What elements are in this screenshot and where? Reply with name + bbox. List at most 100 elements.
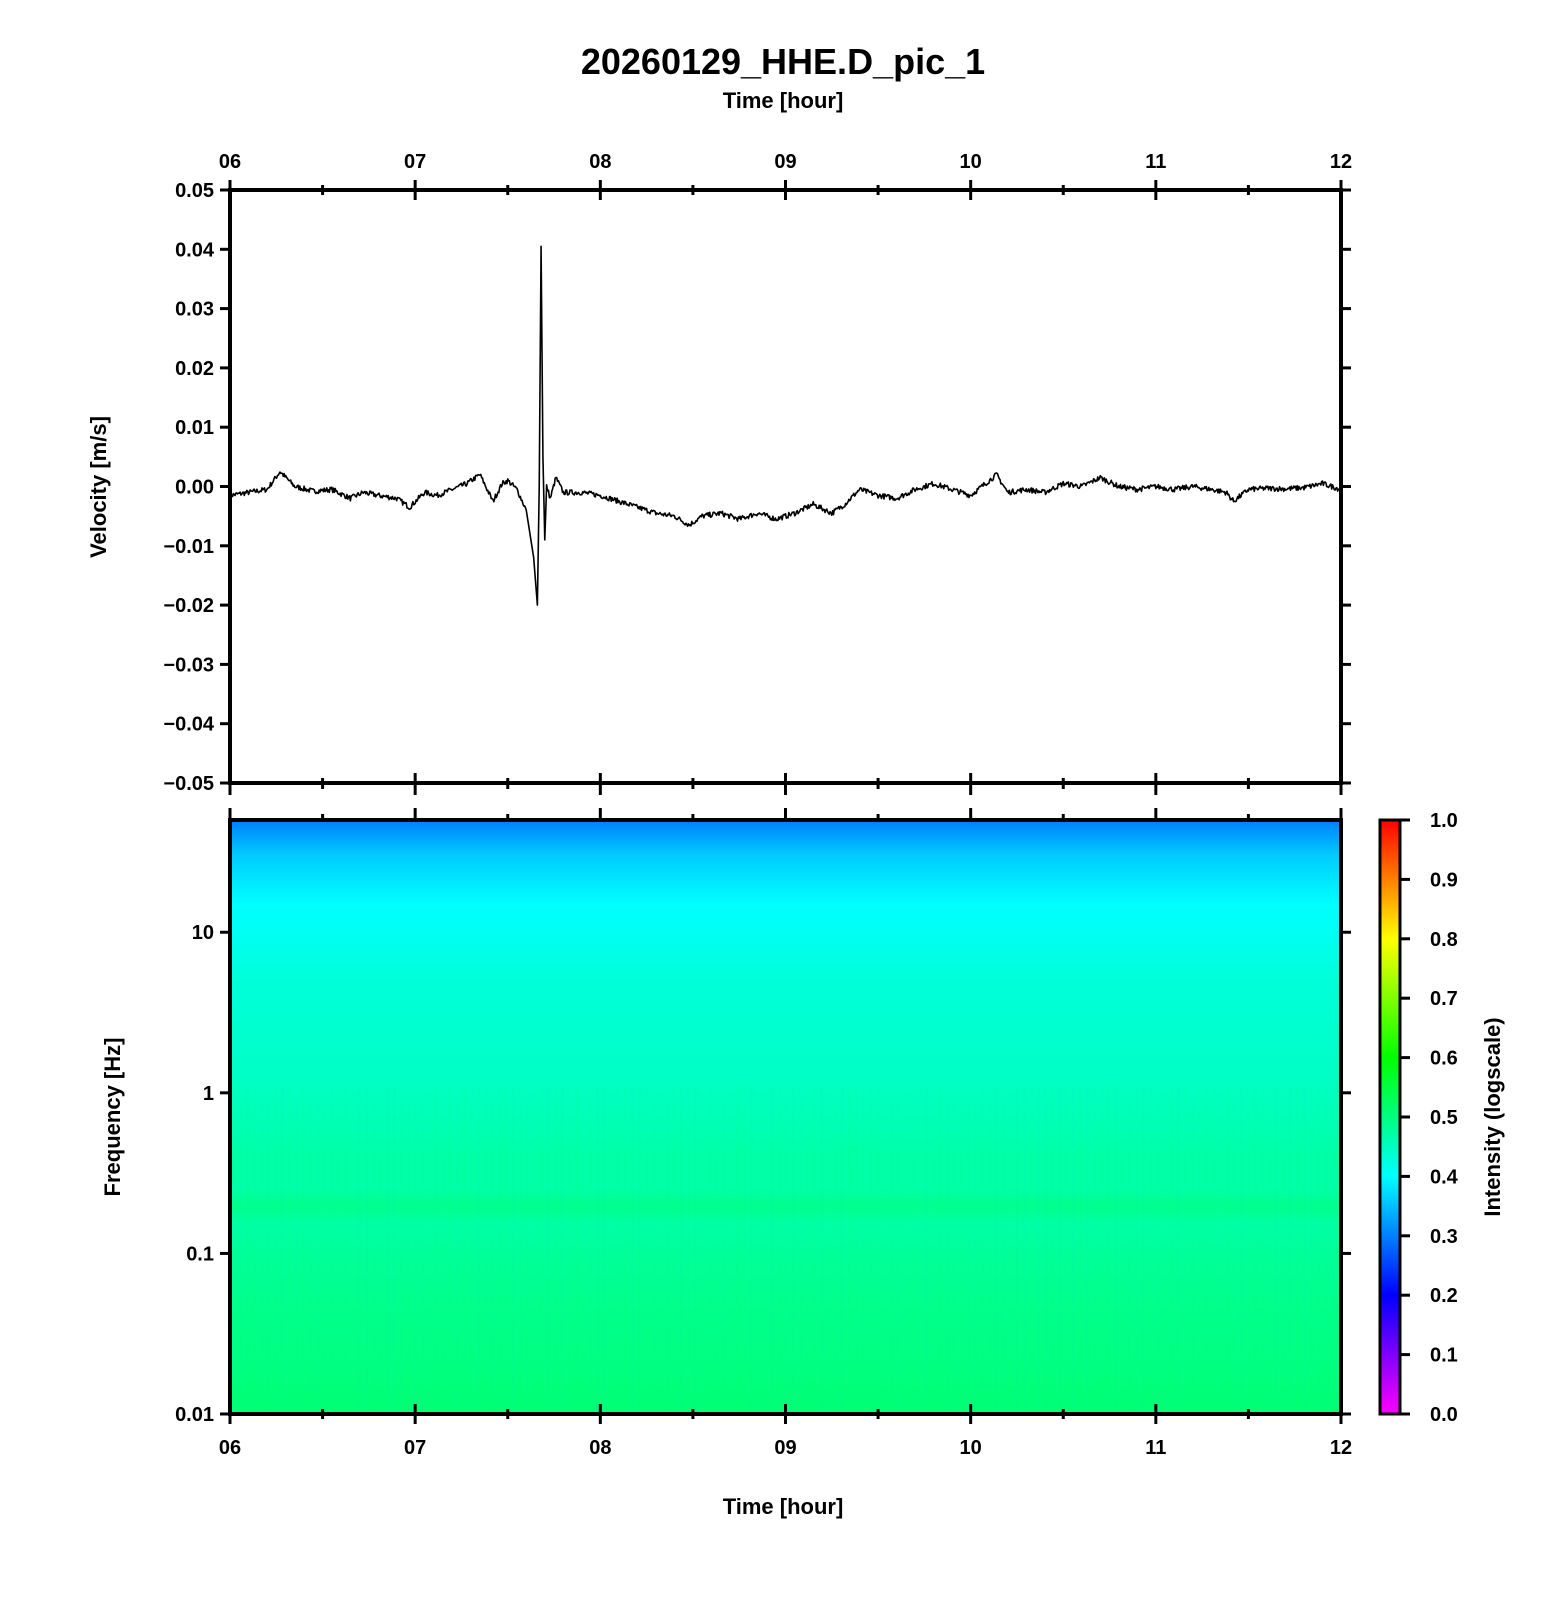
spectrogram-y-axis-label: Frequency [Hz] xyxy=(100,1038,125,1197)
velocity-y-tick-label: 0.01 xyxy=(175,417,214,439)
velocity-y-tick-label: 0.02 xyxy=(175,358,214,380)
spectrogram-texture-stripe xyxy=(526,1087,529,1412)
spectrogram-texture-stripe xyxy=(596,1087,599,1412)
bottom-x-tick-label: 10 xyxy=(960,1437,982,1459)
colorbar-gradient xyxy=(1378,818,1402,1416)
spectrogram-texture-stripe xyxy=(589,1087,592,1412)
spectrogram-texture-stripe xyxy=(1016,1087,1019,1412)
spectrogram-texture-stripe xyxy=(1170,1087,1173,1412)
spectrogram-texture-stripe xyxy=(890,1087,893,1412)
spectrogram-texture-stripe xyxy=(533,1087,536,1412)
colorbar-label: Intensity (logscale) xyxy=(1480,1017,1505,1216)
colorbar-tick-label: 0.2 xyxy=(1430,1285,1458,1307)
spectrogram-texture-stripe xyxy=(288,1087,291,1412)
spectrogram-texture-stripe xyxy=(239,1087,242,1412)
spectrogram-texture-stripe xyxy=(344,1087,347,1412)
spectrogram-texture-stripe xyxy=(470,1087,473,1412)
top-x-axis-label: Time [hour] xyxy=(723,88,844,113)
spectrogram-texture-stripe xyxy=(372,1087,375,1412)
colorbar-tick-label: 0.7 xyxy=(1430,988,1458,1010)
spectrogram-texture-stripe xyxy=(1198,1087,1201,1412)
spectrogram-texture-stripe xyxy=(1226,1087,1229,1412)
spectrogram-texture-stripe xyxy=(316,1087,319,1412)
spectrogram-texture xyxy=(239,1087,1334,1412)
spectrogram-texture-stripe xyxy=(687,1087,690,1412)
spectrogram-texture-stripe xyxy=(267,1087,270,1412)
velocity-y-tick-label: −0.01 xyxy=(163,536,214,558)
spectrogram-texture-stripe xyxy=(505,1087,508,1412)
spectrogram-texture-stripe xyxy=(260,1087,263,1412)
spectrogram-texture-stripe xyxy=(512,1087,515,1412)
spectrogram-texture-stripe xyxy=(862,1087,865,1412)
bottom-x-axis-label: Time [hour] xyxy=(723,1494,844,1519)
spectrogram-texture-stripe xyxy=(1100,1087,1103,1412)
spectrogram-texture-stripe xyxy=(1240,1087,1243,1412)
spectrogram-texture-stripe xyxy=(421,1087,424,1412)
colorbar-tick-label: 0.9 xyxy=(1430,869,1458,891)
spectrogram-texture-stripe xyxy=(659,1087,662,1412)
velocity-y-tick-label: 0.03 xyxy=(175,299,214,321)
top-x-tick-label: 12 xyxy=(1330,151,1352,173)
spectrogram-texture-stripe xyxy=(561,1087,564,1412)
spectrogram-texture-stripe xyxy=(960,1087,963,1412)
spectrogram-texture-stripe xyxy=(1107,1087,1110,1412)
spectrogram-texture-stripe xyxy=(743,1087,746,1412)
spectrogram-texture-stripe xyxy=(1275,1087,1278,1412)
spectrogram-texture-stripe xyxy=(1121,1087,1124,1412)
spectrogram-texture-stripe xyxy=(1009,1087,1012,1412)
spectrogram-texture-stripe xyxy=(1303,1087,1306,1412)
spectrogram-texture-stripe xyxy=(736,1087,739,1412)
spectrogram-texture-stripe xyxy=(876,1087,879,1412)
velocity-y-tick-label: 0.05 xyxy=(175,180,214,202)
spectrogram-texture-stripe xyxy=(337,1087,340,1412)
spectrogram-texture-stripe xyxy=(498,1087,501,1412)
bottom-x-tick-label: 06 xyxy=(219,1437,241,1459)
spectrogram-texture-stripe xyxy=(281,1087,284,1412)
colorbar-tick-label: 0.1 xyxy=(1430,1345,1458,1367)
spectrogram-y-tick-label: 10 xyxy=(192,922,214,944)
spectrogram-texture-stripe xyxy=(1261,1087,1264,1412)
spectrogram-texture-stripe xyxy=(855,1087,858,1412)
bottom-x-tick-label: 11 xyxy=(1145,1437,1166,1459)
spectrogram-texture-stripe xyxy=(442,1087,445,1412)
spectrogram-texture-stripe xyxy=(673,1087,676,1412)
bottom-x-tick-label: 09 xyxy=(774,1437,796,1459)
colorbar-tick-label: 1.0 xyxy=(1430,810,1458,832)
spectrogram-texture-stripe xyxy=(722,1087,725,1412)
chart-title: 20260129_HHE.D_pic_1 xyxy=(581,41,985,82)
top-x-tick-label: 09 xyxy=(774,151,796,173)
spectrogram-texture-stripe xyxy=(967,1087,970,1412)
spectrogram-texture-stripe xyxy=(1002,1087,1005,1412)
spectrogram-texture-stripe xyxy=(540,1087,543,1412)
spectrogram-texture-stripe xyxy=(1254,1087,1257,1412)
spectrogram-texture-stripe xyxy=(1191,1087,1194,1412)
spectrogram-texture-stripe xyxy=(841,1087,844,1412)
spectrogram-texture-stripe xyxy=(414,1087,417,1412)
spectrogram-texture-stripe xyxy=(792,1087,795,1412)
spectrogram-texture-stripe xyxy=(1282,1087,1285,1412)
spectrogram-y-tick-label: 1 xyxy=(203,1083,214,1105)
spectrogram-texture-stripe xyxy=(477,1087,480,1412)
spectrogram-texture-stripe xyxy=(1128,1087,1131,1412)
spectrogram-texture-stripe xyxy=(1177,1087,1180,1412)
spectrogram-texture-stripe xyxy=(330,1087,333,1412)
spectrogram-texture-stripe xyxy=(680,1087,683,1412)
spectrogram-texture-stripe xyxy=(1184,1087,1187,1412)
top-x-tick-label: 06 xyxy=(219,151,241,173)
spectrogram-texture-stripe xyxy=(708,1087,711,1412)
spectrogram-texture-stripe xyxy=(617,1087,620,1412)
spectrogram-texture-stripe xyxy=(645,1087,648,1412)
colorbar-tick-label: 0.8 xyxy=(1430,929,1458,951)
spectrogram-texture-stripe xyxy=(393,1087,396,1412)
velocity-y-tick-label: 0.04 xyxy=(175,239,215,261)
top-x-tick-label: 11 xyxy=(1145,151,1166,173)
spectrogram-texture-stripe xyxy=(309,1087,312,1412)
spectrogram-texture-stripe xyxy=(701,1087,704,1412)
spectrogram-texture-stripe xyxy=(988,1087,991,1412)
spectrogram-texture-stripe xyxy=(750,1087,753,1412)
spectrogram-texture-stripe xyxy=(932,1087,935,1412)
spectrogram-texture-stripe xyxy=(582,1087,585,1412)
spectrogram-texture-stripe xyxy=(1219,1087,1222,1412)
spectrogram-texture-stripe xyxy=(1093,1087,1096,1412)
colorbar-ticks: 1.0 0.9 0.8 0.7 0.6 0.5 0.4 0.3 0.2 0.1 0.0 xyxy=(1400,810,1459,1426)
